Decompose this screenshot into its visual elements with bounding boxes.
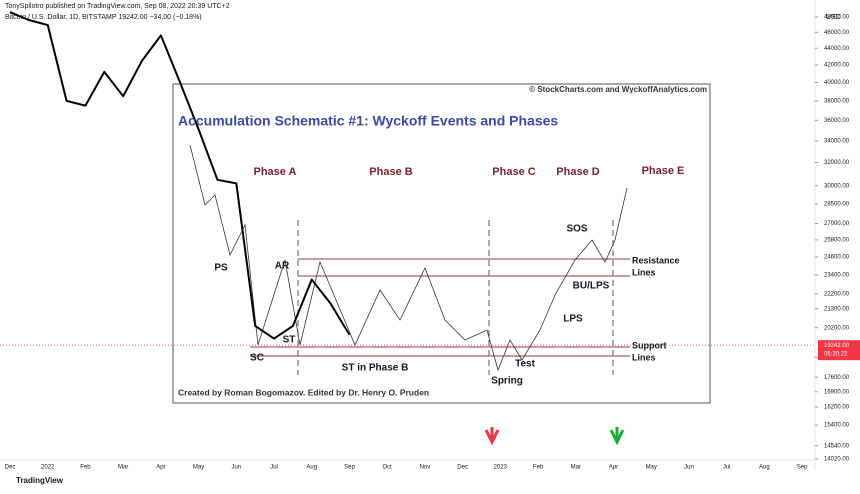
x-tick-label: Nov: [420, 465, 431, 471]
annotation: Lines: [632, 352, 656, 362]
y-tick-label: 16900.00: [824, 389, 850, 395]
x-tick-label: May: [646, 465, 657, 471]
countdown: 05:20:22: [824, 352, 848, 358]
x-tick-label: Mar: [118, 465, 128, 471]
x-tick-label: Jul: [270, 465, 278, 471]
annotation: Phase E: [642, 165, 685, 177]
x-tick-label: Jun: [684, 465, 694, 471]
y-tick-label: 28500.00: [824, 202, 850, 208]
byline: TonySpilotro published on TradingView.co…: [5, 3, 230, 10]
y-tick-label: 27000.00: [824, 221, 850, 227]
x-tick-label: Feb: [533, 465, 544, 471]
x-tick-label: Dec: [457, 465, 468, 471]
x-tick-label: 2022: [41, 465, 55, 471]
x-tick-label: Aug: [759, 465, 770, 471]
y-tick-label: 14020.00: [824, 456, 850, 462]
y-tick-label: 16200.00: [824, 405, 850, 411]
annotation: Created by Roman Bogomazov. Edited by Dr…: [178, 387, 429, 397]
y-tick-label: 21300.00: [824, 306, 850, 312]
schematic-lines: [189, 144, 630, 375]
schematic-frame: [172, 83, 711, 404]
x-tick-label: Apr: [156, 465, 165, 471]
y-tick-label: 17600.00: [824, 375, 850, 381]
x-tick-label: Aug: [306, 465, 317, 471]
y-tick-label: 40000.00: [824, 80, 850, 86]
y-tick-label: 48000.00: [824, 15, 850, 21]
annotation: SC: [250, 353, 264, 364]
x-tick-label: 2023: [494, 465, 508, 471]
down-arrow: [484, 427, 500, 446]
annotation: Phase D: [556, 166, 599, 178]
unit: USD: [826, 14, 841, 21]
annotation: Accumulation Schematic #1: Wyckoff Event…: [178, 113, 558, 129]
y-tick-label: 34000.00: [824, 138, 850, 144]
x-tick-label: Sep: [344, 465, 355, 471]
annotation: SOS: [566, 224, 587, 235]
x-tick-label: Sep: [797, 465, 808, 471]
annotation: Support: [632, 340, 667, 350]
annotation: BU/LPS: [573, 281, 610, 292]
x-tick-label: Jul: [723, 465, 731, 471]
y-tick-label: 44000.00: [824, 46, 850, 52]
x-tick-label: Apr: [609, 465, 618, 471]
y-tick-label: 23400.00: [824, 273, 850, 279]
y-tick-label: 32000.00: [824, 160, 850, 166]
symbol: Bitcoin / U.S. Dollar, 1D, BITSTAMP 1924…: [5, 14, 202, 21]
last-price-label: 19242.00: [824, 343, 850, 349]
y-tick-label: 14540.00: [824, 443, 850, 449]
annotation: Lines: [632, 267, 656, 277]
annotation: Phase B: [369, 166, 412, 178]
up-arrow: [609, 427, 625, 446]
annotation: PS: [214, 263, 228, 274]
annotation: Resistance: [632, 255, 680, 265]
x-tick-label: Mar: [571, 465, 581, 471]
annotation: ST in Phase B: [342, 363, 409, 374]
y-tick-label: 20200.00: [824, 325, 850, 331]
annotation: Test: [515, 359, 535, 370]
footer: TradingView: [16, 476, 64, 485]
annotation: Phase A: [253, 166, 296, 178]
annotation: Spring: [491, 376, 523, 387]
x-tick-label: Oct: [383, 465, 393, 471]
y-tick-label: 25800.00: [824, 237, 850, 243]
y-tick-label: 15400.00: [824, 423, 850, 429]
annotation: Phase C: [492, 166, 535, 178]
y-tick-label: 36000.00: [824, 118, 850, 124]
last-price-box: [818, 340, 860, 361]
annotation: AR: [275, 261, 290, 272]
x-tick-label: Feb: [80, 465, 91, 471]
schematic-path: [189, 144, 628, 372]
annotation: © StockCharts.com and WyckoffAnalytics.c…: [529, 85, 707, 94]
y-tick-label: 46000.00: [824, 30, 850, 36]
annotation: LPS: [563, 314, 583, 325]
y-tick-label: 24600.00: [824, 255, 850, 261]
y-tick-label: 30000.00: [824, 183, 850, 189]
price-line: [9, 11, 351, 340]
y-tick-label: 38000.00: [824, 98, 850, 104]
y-tick-label: 42000.00: [824, 63, 850, 69]
annotation: ST: [283, 335, 296, 346]
x-tick-label: May: [193, 465, 204, 471]
x-tick-label: Dec: [5, 465, 16, 471]
x-tick-label: Jun: [231, 465, 241, 471]
y-tick-label: 22200.00: [824, 291, 850, 297]
